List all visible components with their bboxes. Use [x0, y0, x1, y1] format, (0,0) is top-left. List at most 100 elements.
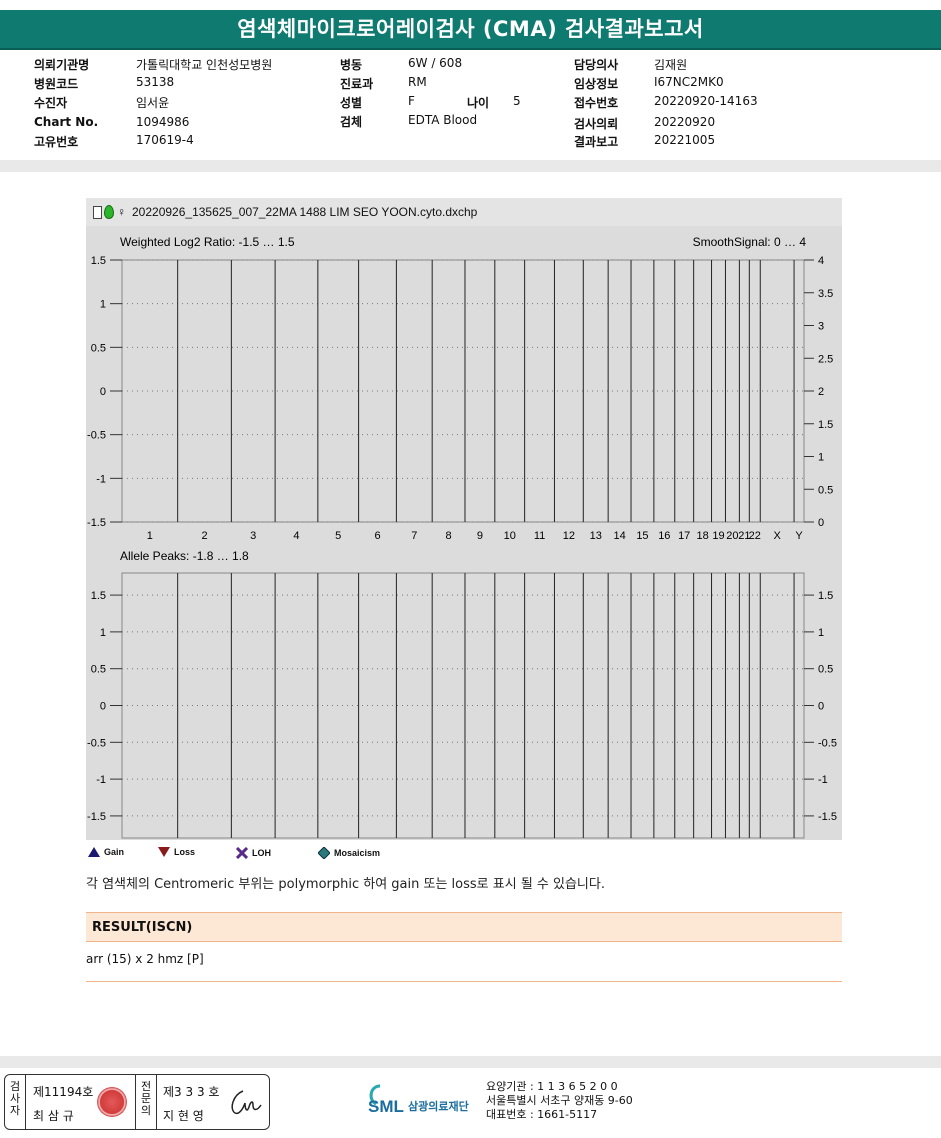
info-value: 김재원 [654, 58, 688, 72]
y2-tick-label: 2.5 [818, 353, 833, 365]
chromosome-label: 12 [563, 530, 575, 542]
info-label: 병원코드 [34, 77, 79, 91]
y-tick-label: -1.5 [87, 517, 106, 529]
allele-tick-label-right: 1.5 [818, 590, 833, 602]
seal-stamp-icon [97, 1087, 127, 1117]
allele-tick-label: 0.5 [91, 664, 106, 676]
info-label: 의뢰기관명 [34, 58, 90, 72]
sml-logo-icon: SML 삼광의료재단 [368, 1084, 469, 1116]
chromosome-label: 14 [613, 530, 625, 542]
info-value: 170619-4 [136, 133, 194, 147]
y-tick-label: -1 [96, 473, 106, 485]
chromosome-label: Y [795, 530, 803, 542]
y2-tick-label: 4 [818, 255, 824, 267]
organization-info: 요양기관 : 1 1 3 6 5 2 0 0 서울특별시 서초구 양재동 9-6… [486, 1080, 633, 1122]
result-divider [86, 981, 842, 982]
info-value: 가톨릭대학교 인천성모병원 [136, 58, 273, 72]
legend-loss-label: Loss [174, 847, 196, 857]
legend-gain: Gain [88, 847, 124, 857]
legend-mosaicism-label: Mosaicism [334, 848, 381, 858]
result-heading: RESULT(ISCN) [86, 912, 842, 942]
chromosome-label: 6 [374, 530, 380, 542]
y2-tick-label: 1.5 [818, 419, 833, 431]
legend-gain-label: Gain [104, 847, 125, 857]
footer-divider [0, 1056, 941, 1068]
y2-tick-label: 3 [818, 321, 824, 333]
chromosome-label: X [773, 530, 781, 542]
y2-tick-label: 0.5 [818, 484, 833, 496]
chromosome-label: 21 [738, 530, 750, 542]
allele-tick-label: 1 [100, 627, 106, 639]
chromosome-label: 1 [147, 530, 153, 542]
chromosome-label: 7 [411, 530, 417, 542]
info-label: 고유번호 [34, 135, 79, 149]
chromosome-label: 8 [446, 530, 452, 542]
signer2-name: 지 현 영 [163, 1109, 204, 1123]
chromosome-label: 9 [477, 530, 483, 542]
y2-tick-label: 2 [818, 386, 824, 398]
plot-header: ♀ 20220926_135625_007_22MA 1488 LIM SEO … [86, 198, 842, 226]
log2-range-label: Weighted Log2 Ratio: -1.5 … 1.5 [120, 235, 295, 249]
legend-loh: LOH [236, 847, 271, 859]
result-value: arr (15) x 2 hmz [P] [86, 952, 204, 966]
allele-tick-label: -0.5 [87, 737, 106, 749]
allele-peaks-label: Allele Peaks: -1.8 … 1.8 [120, 549, 249, 563]
y-tick-label: 1 [100, 299, 106, 311]
info-label: 임상정보 [574, 77, 619, 91]
allele-tick-label: -1.5 [87, 811, 106, 823]
info-label: Chart No. [34, 115, 99, 129]
allele-tick-label-right: 0.5 [818, 664, 833, 676]
organization-logo: SML 삼광의료재단 [366, 1080, 486, 1124]
chromosome-label: 18 [696, 530, 708, 542]
chromosome-label: 19 [712, 530, 724, 542]
y-tick-label: 1.5 [91, 255, 106, 267]
signer1-name: 최 삼 규 [33, 1109, 74, 1123]
chromosome-label: 16 [658, 530, 670, 542]
y-tick-label: -0.5 [87, 430, 106, 442]
y-tick-label: 0 [100, 386, 106, 398]
allele-tick-label: -1 [96, 774, 106, 786]
y2-tick-label: 0 [818, 517, 824, 529]
loh-x-icon [236, 847, 248, 859]
info-value: RM [408, 75, 427, 89]
marker-icon [104, 205, 114, 219]
chromosome-label: 22 [749, 530, 761, 542]
allele-tick-label: 0 [100, 701, 106, 713]
plot-canvas: Weighted Log2 Ratio: -1.5 … 1.5 SmoothSi… [87, 235, 837, 839]
smooth-signal-label: SmoothSignal: 0 … 4 [693, 235, 807, 249]
info-value: F [408, 94, 415, 108]
chromosome-label: 5 [335, 530, 341, 542]
info-value: 6W / 608 [408, 56, 463, 70]
chromosome-label: 15 [636, 530, 648, 542]
info-label: 병동 [340, 58, 363, 72]
chromosome-label: 11 [534, 530, 545, 542]
info-value: 53138 [136, 75, 175, 89]
chromosome-label: 10 [504, 530, 516, 542]
signature-icon [231, 1090, 262, 1115]
legend: Gain Loss LOH Mosaicism [86, 843, 842, 863]
allele-tick-label-right: 0 [818, 701, 824, 713]
info-label: 검체 [340, 115, 363, 129]
chromosome-label: 17 [678, 530, 690, 542]
info-value: I67NC2MK0 [654, 75, 724, 89]
info-value: 20220920 [654, 115, 716, 129]
age-value: 5 [513, 94, 521, 108]
legend-mosaicism: Mosaicism [318, 847, 380, 859]
chromosome-label: 2 [201, 530, 207, 542]
allele-tick-label-right: -1 [818, 774, 828, 786]
info-label: 성별 [340, 96, 363, 110]
legend-loh-label: LOH [252, 848, 271, 858]
info-label: 검사의뢰 [574, 117, 619, 131]
allele-tick-label: 1.5 [91, 590, 106, 602]
info-value: 20221005 [654, 133, 716, 147]
info-value: 20220920-14163 [654, 94, 758, 108]
cma-genome-plot: ♀ 20220926_135625_007_22MA 1488 LIM SEO … [86, 198, 842, 840]
info-label: 진료과 [340, 77, 374, 91]
section-divider [0, 160, 941, 172]
mosaicism-diamond-icon [318, 847, 330, 859]
info-value: 임서윤 [136, 96, 170, 110]
